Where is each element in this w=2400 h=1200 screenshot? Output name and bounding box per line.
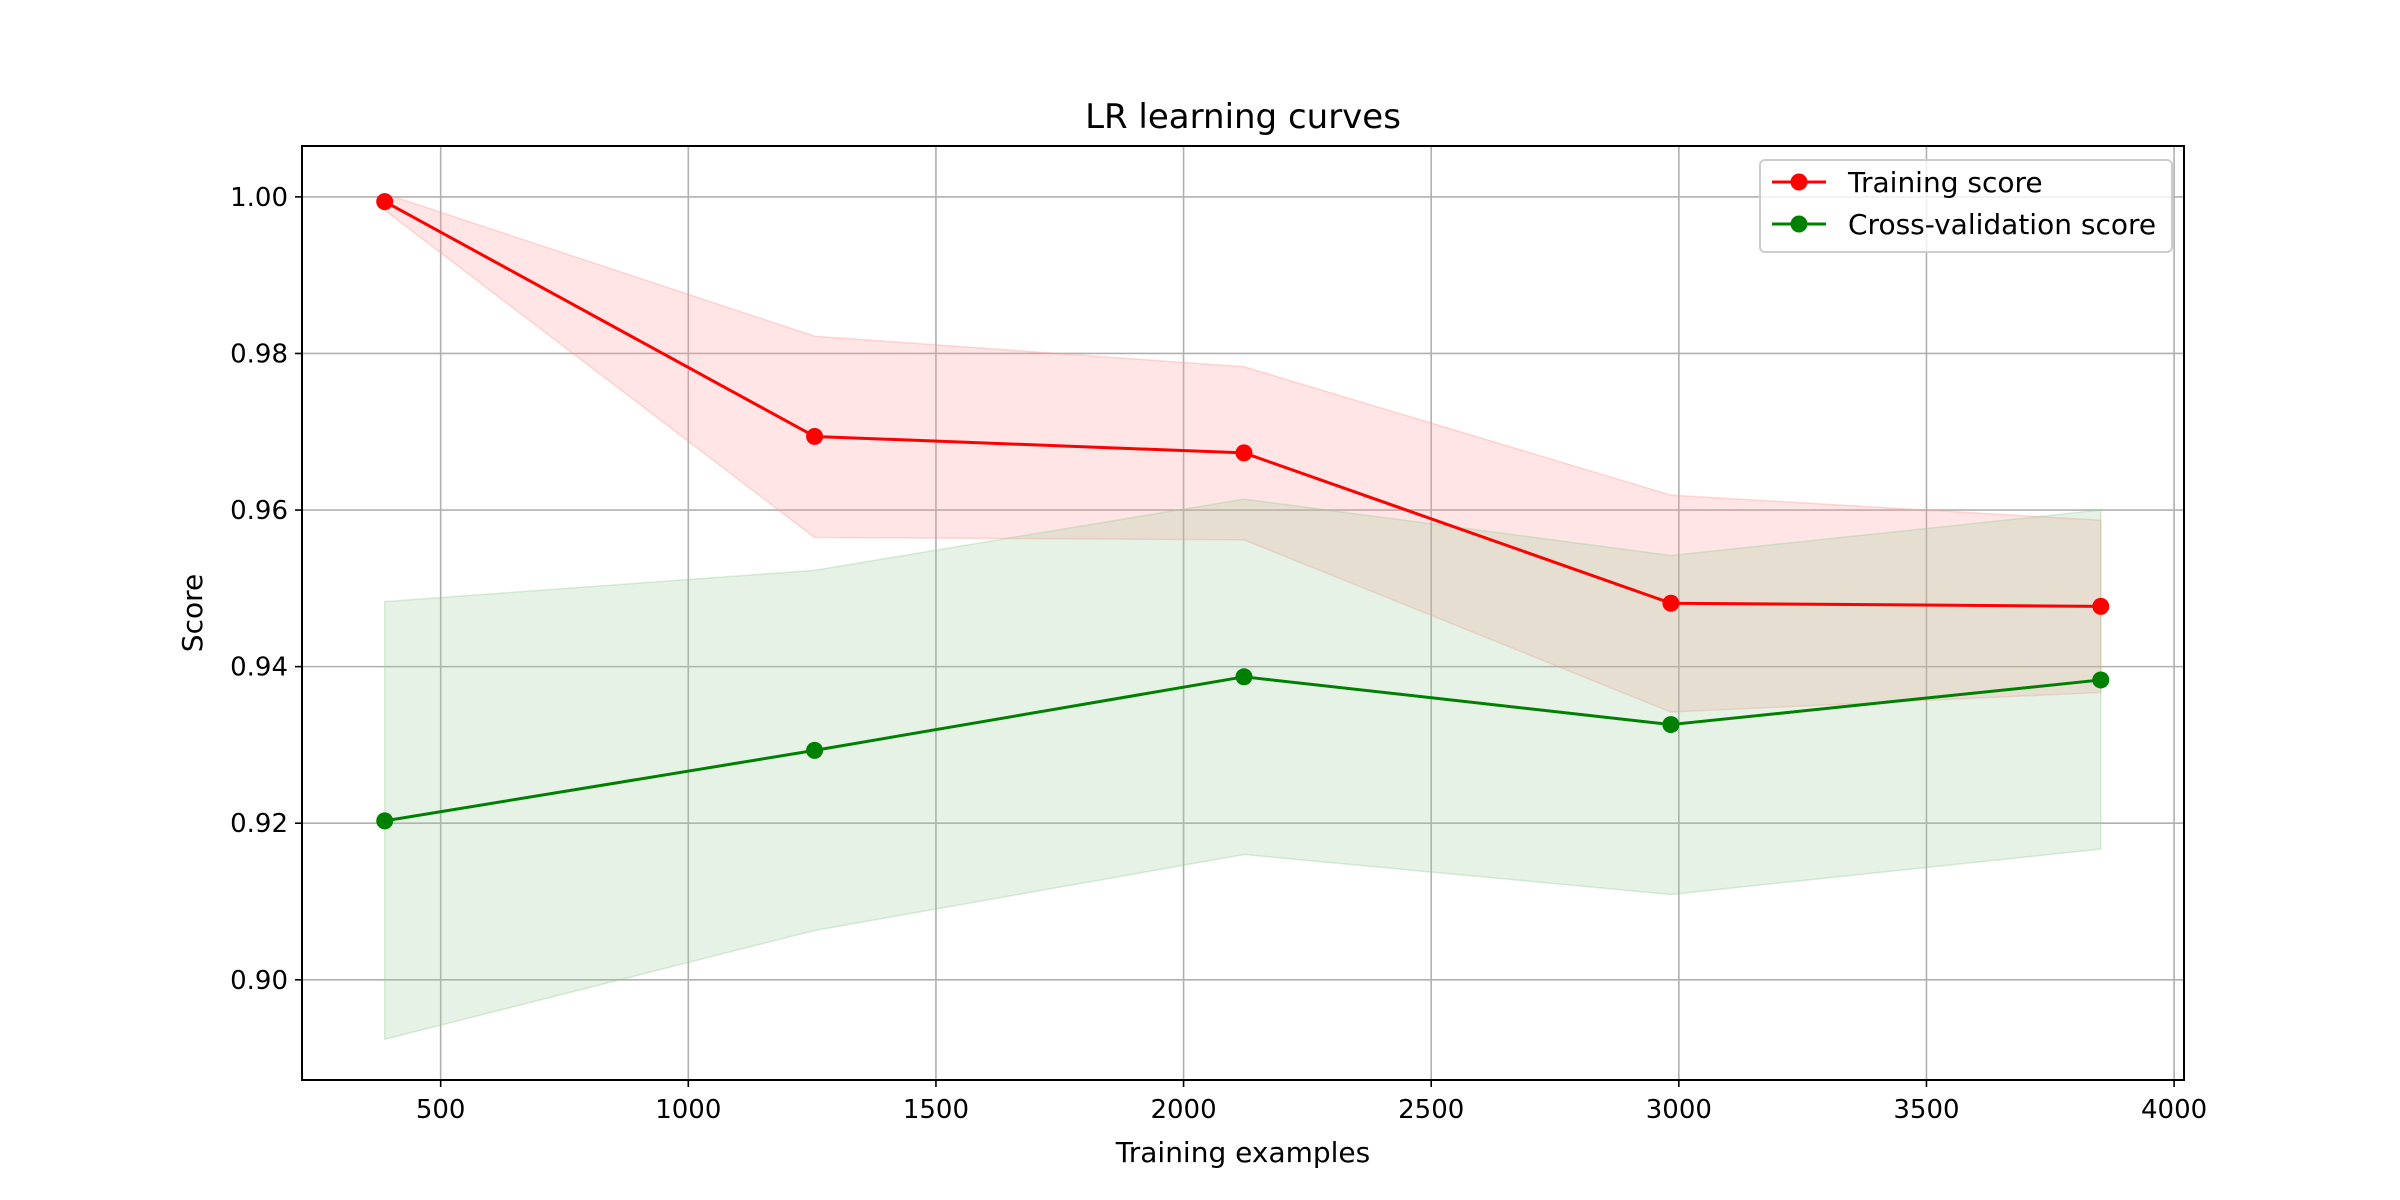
y-axis-ticks: 0.90 0.92 0.94 0.96 0.98 1.00: [230, 183, 302, 996]
legend: Training score Cross-validation score: [1759, 159, 2173, 253]
cross-validation-score-point: [376, 812, 394, 830]
training-score-point: [806, 427, 824, 445]
x-tick-label: 4000: [2141, 1095, 2207, 1125]
plot-area: [302, 146, 2184, 1080]
cross-validation-score-point: [2092, 671, 2110, 689]
cross-validation-score-std-band: [383, 498, 2102, 1041]
legend-cross-validation-score-marker: [1790, 215, 1808, 233]
y-tick-label: 0.98: [230, 339, 288, 369]
cross-validation-score-point: [1662, 716, 1680, 734]
x-tick-label: 3500: [1893, 1095, 1959, 1125]
x-tick-label: 2000: [1150, 1095, 1216, 1125]
y-tick-label: 0.92: [230, 809, 288, 839]
training-score-point: [2092, 597, 2110, 615]
legend-box: [1759, 159, 2173, 253]
x-tick-label: 3000: [1646, 1095, 1712, 1125]
cross-validation-score-point: [806, 741, 824, 759]
y-tick-label: 1.00: [230, 183, 288, 213]
legend-cross-validation-score-label: Cross-validation score: [1848, 208, 2156, 241]
training-score-point: [1235, 444, 1253, 462]
y-tick-label: 0.94: [230, 653, 288, 683]
y-tick-label: 0.96: [230, 496, 288, 526]
y-tick-label: 0.90: [230, 966, 288, 996]
x-tick-label: 1000: [655, 1095, 721, 1125]
training-score-point: [1662, 594, 1680, 612]
chart-title: LR learning curves: [1085, 97, 1401, 137]
x-axis-ticks: 500 1000 1500 2000 2500 3000 3500 4000: [416, 1080, 2207, 1125]
y-axis-title: Score: [176, 574, 209, 652]
x-tick-label: 500: [416, 1095, 466, 1125]
x-tick-label: 1500: [903, 1095, 969, 1125]
training-score-point: [376, 193, 394, 211]
x-tick-label: 2500: [1398, 1095, 1464, 1125]
legend-training-score-marker: [1790, 173, 1808, 191]
cross-validation-score-point: [1235, 668, 1253, 686]
x-axis-title: Training examples: [1115, 1136, 1371, 1169]
legend-training-score-label: Training score: [1847, 166, 2043, 199]
grid-lines: [302, 146, 2184, 1080]
series-points: [376, 193, 2110, 830]
plot-frame: [301, 145, 2185, 1081]
